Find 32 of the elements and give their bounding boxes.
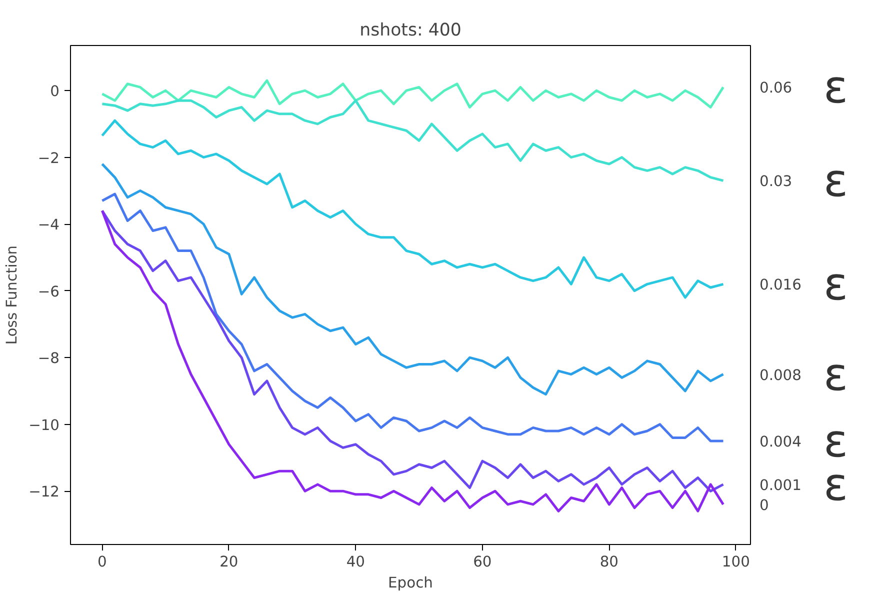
text: 0.001 (760, 476, 802, 494)
text: ε (824, 60, 848, 114)
text: 0.06 (760, 80, 792, 97)
text: 0.008 (760, 366, 802, 384)
text: 0 (760, 496, 769, 514)
x-tick-label: 80 (600, 554, 619, 570)
line-series (100, 99, 724, 182)
x-tick-label: 100 (722, 554, 750, 570)
line-series (100, 192, 724, 442)
y-tick-label: −2 (38, 150, 60, 167)
x-tick-label: 0 (98, 554, 107, 570)
y-tick-label: 0 (50, 83, 60, 100)
text: 0.016 (760, 276, 802, 294)
line-series (100, 79, 724, 108)
text: ε (824, 348, 848, 401)
chart-title: nshots: 400 (360, 20, 462, 40)
x-tick-label: 60 (473, 554, 492, 570)
y-tick-label: −10 (28, 416, 60, 434)
text: ε (824, 258, 848, 311)
text: 0.004 (760, 434, 802, 451)
line-series (100, 119, 724, 299)
y-tick-label: −6 (38, 283, 60, 300)
y-tick-label: −12 (28, 484, 60, 501)
text: 0.03 (760, 173, 792, 190)
x-tick-label: 20 (220, 554, 238, 570)
x-tick-label: 40 (346, 554, 366, 570)
x-axis-title: Epoch (388, 574, 433, 592)
line-series (100, 162, 724, 396)
y-tick-label: −8 (38, 350, 60, 368)
y-tick-label: −4 (38, 216, 60, 234)
text: ε (824, 154, 848, 208)
y-axis-title: Loss Function (4, 245, 21, 345)
